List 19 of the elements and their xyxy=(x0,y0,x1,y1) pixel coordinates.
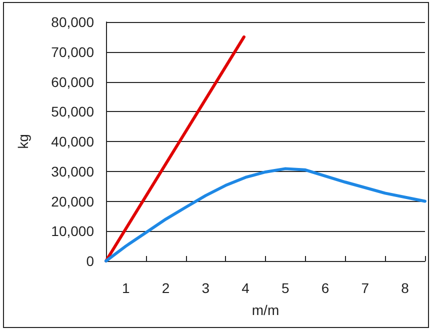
x-tick-label: 4 xyxy=(242,280,250,296)
y-tick-label: 0 xyxy=(86,253,94,269)
y-tick-label: 70,000 xyxy=(51,44,94,60)
y-tick-label: 80,000 xyxy=(51,14,94,30)
y-tick-label: 60,000 xyxy=(51,74,94,90)
y-tick-label: 30,000 xyxy=(51,163,94,180)
y-tick-label: 20,000 xyxy=(51,193,94,210)
x-axis-title: m/m xyxy=(252,302,280,318)
x-tick-label: 5 xyxy=(282,280,290,296)
y-axis-title: kg xyxy=(15,134,31,149)
y-tick-label: 40,000 xyxy=(51,134,94,150)
x-tick-label: 7 xyxy=(361,280,370,296)
x-tick-label: 2 xyxy=(162,280,170,296)
y-tick-label: 10,000 xyxy=(51,223,94,240)
x-tick-label: 1 xyxy=(122,280,130,296)
x-tick-label: 8 xyxy=(401,280,410,296)
x-tick-label: 6 xyxy=(321,280,330,296)
x-tick-label: 3 xyxy=(202,280,210,296)
y-tick-label: 50,000 xyxy=(51,104,94,120)
